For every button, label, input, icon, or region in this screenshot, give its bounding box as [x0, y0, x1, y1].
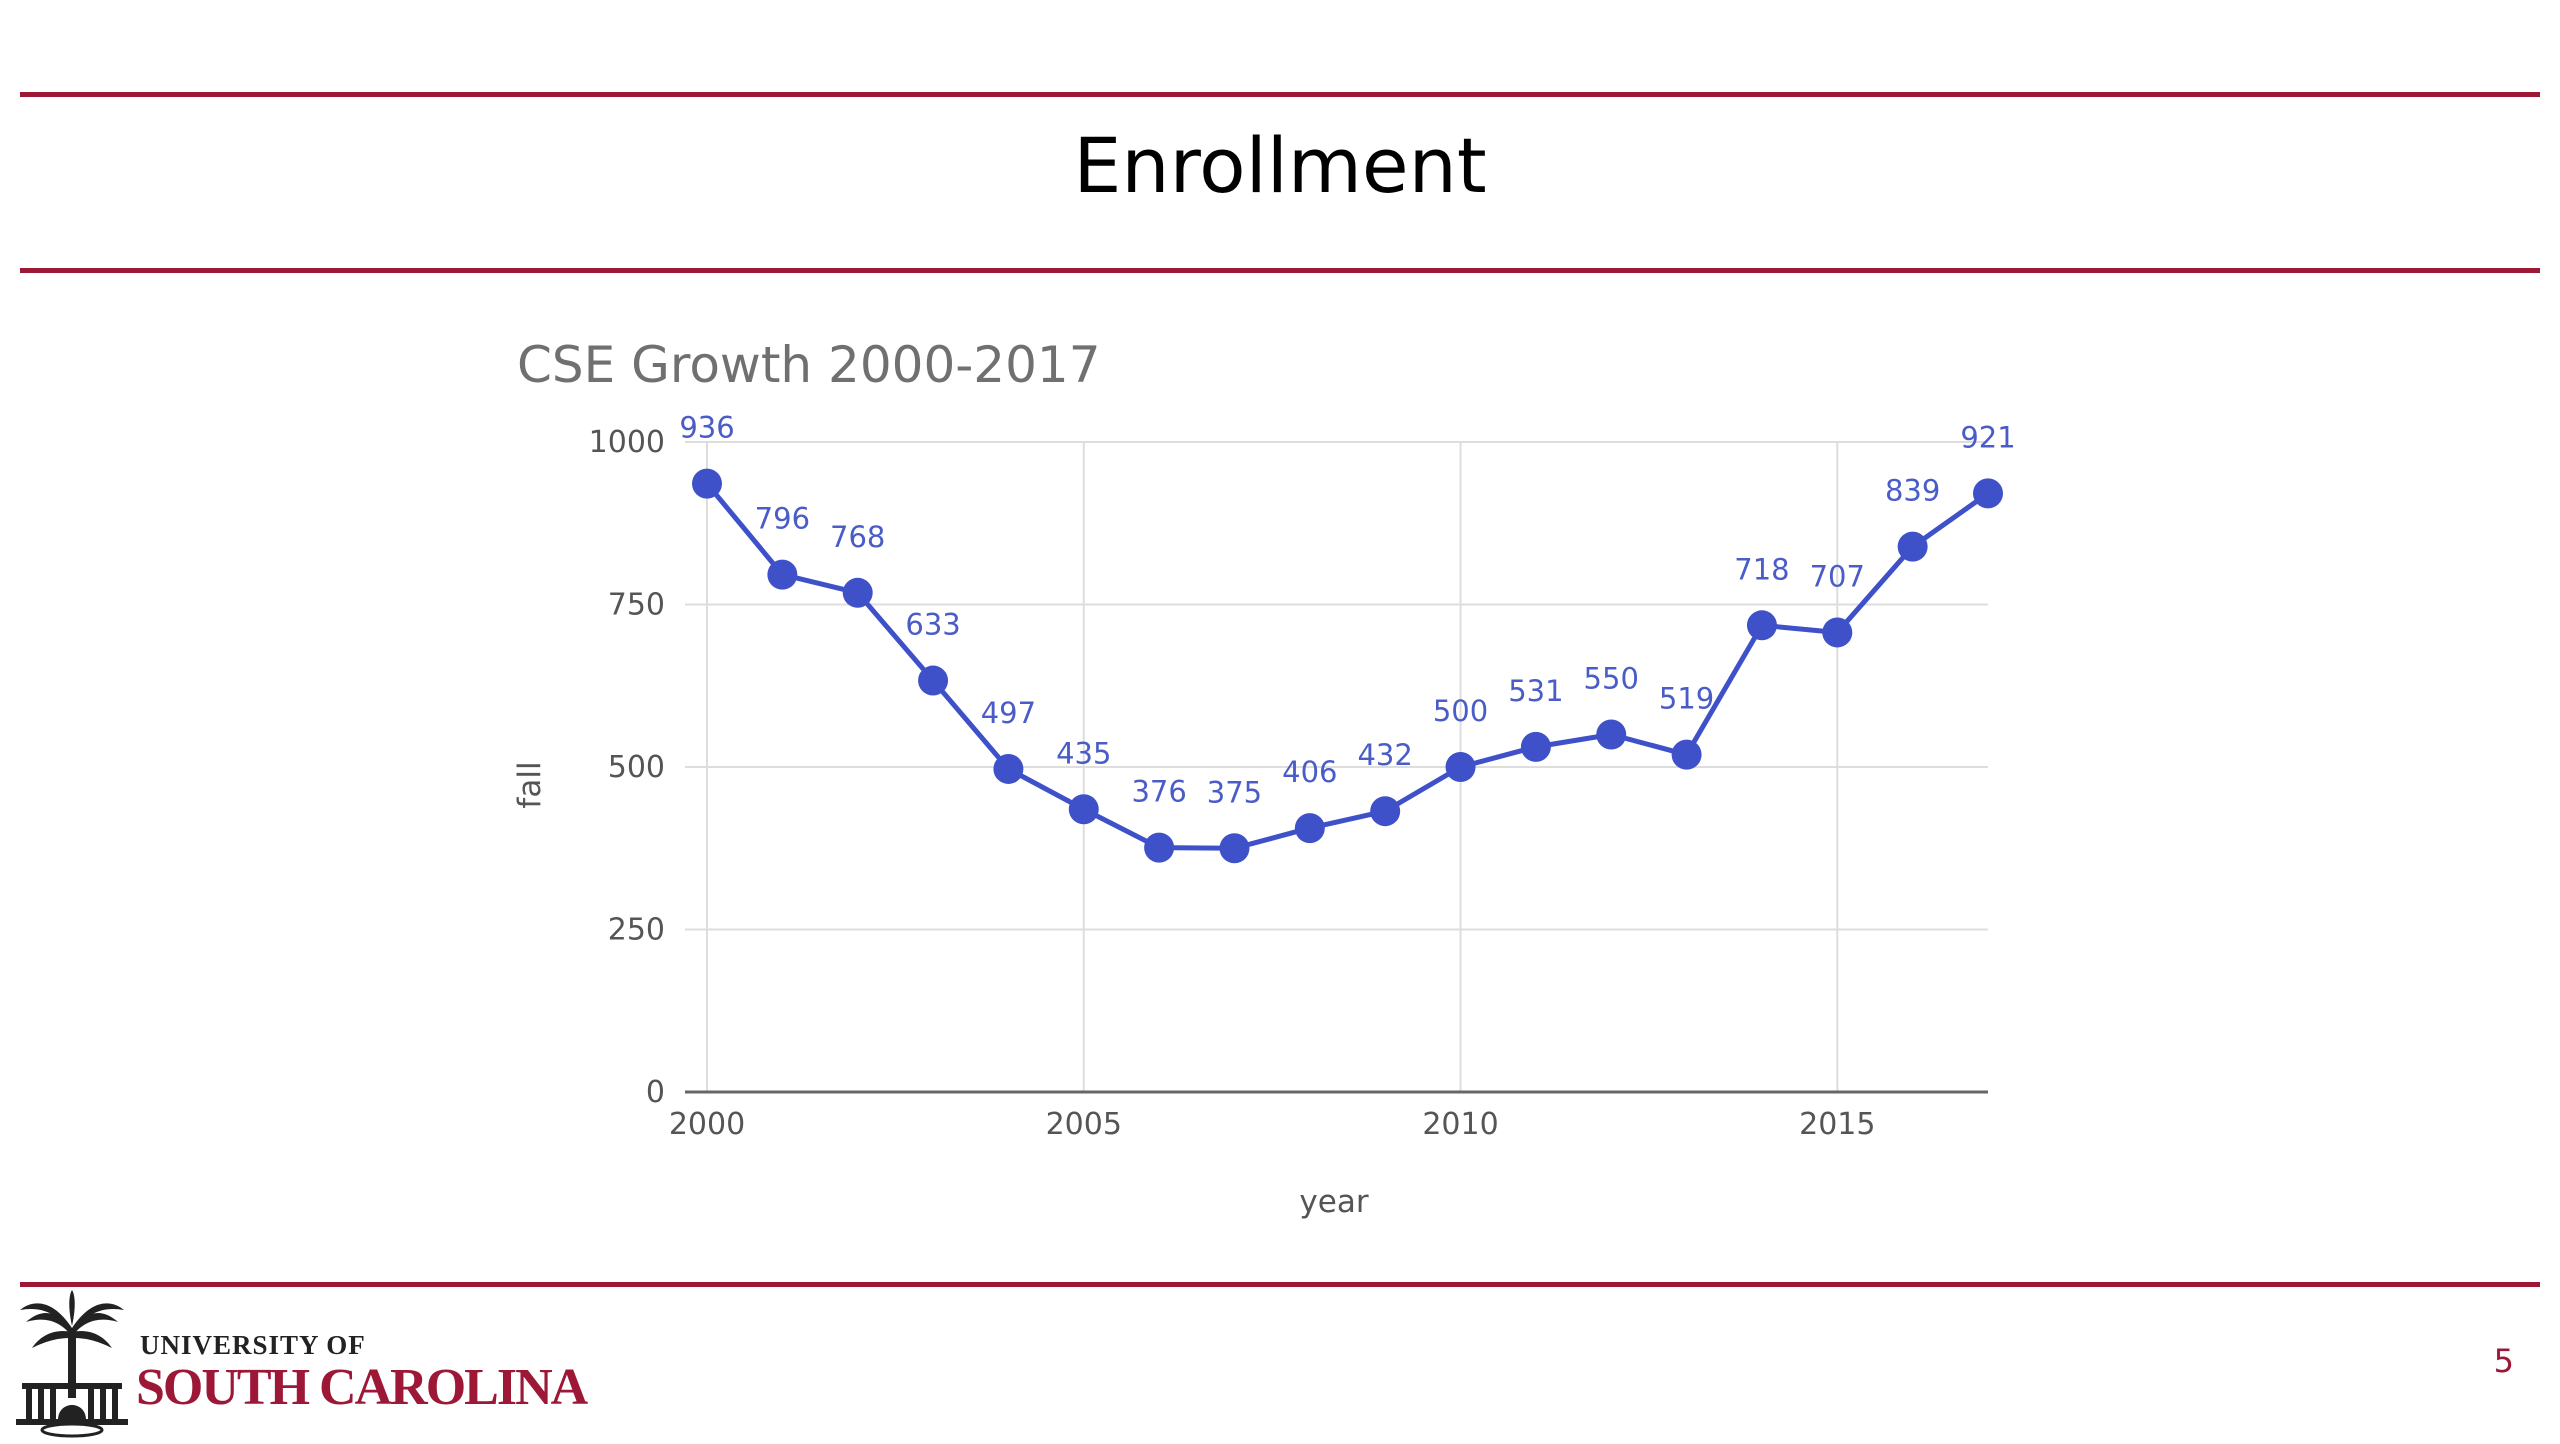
page-number: 5: [2493, 1342, 2514, 1380]
data-label: 375: [1207, 775, 1262, 809]
data-label: 936: [679, 411, 734, 445]
data-point: [767, 559, 798, 590]
x-tick-label: 2000: [669, 1107, 745, 1142]
palmetto-seal-icon: [16, 1290, 128, 1438]
top-rule: [20, 92, 2540, 97]
data-point: [1596, 719, 1627, 750]
data-point: [1520, 731, 1551, 762]
y-axis-title: fall: [512, 761, 548, 808]
data-point: [1973, 478, 2003, 509]
y-tick-label: 250: [608, 913, 665, 948]
y-tick-label: 0: [646, 1075, 665, 1110]
data-point: [1144, 832, 1175, 863]
chart-title: CSE Growth 2000-2017: [517, 336, 1101, 394]
data-point: [1822, 617, 1853, 648]
footer-rule: [20, 1282, 2540, 1287]
data-point: [1370, 796, 1401, 827]
data-label: 633: [905, 608, 960, 642]
x-axis-title: year: [1299, 1184, 1368, 1220]
data-point: [1671, 739, 1702, 770]
data-label: 376: [1131, 775, 1186, 809]
x-tick-label: 2005: [1046, 1107, 1122, 1142]
data-label: 707: [1810, 559, 1865, 593]
y-tick-label: 1000: [589, 425, 665, 460]
data-label: 519: [1659, 682, 1714, 716]
y-tick-label: 750: [608, 588, 665, 623]
title-rule: [20, 268, 2540, 273]
data-labels: 936 796 768 633 497 435 376 375 406 432 500 531 550 5…: [679, 411, 2015, 810]
data-label: 921: [1960, 420, 2015, 454]
data-point: [842, 577, 873, 608]
series: [692, 468, 2003, 864]
data-point: [1068, 794, 1099, 825]
data-point: [918, 665, 949, 696]
data-label: 406: [1282, 755, 1337, 789]
data-label: 497: [981, 696, 1036, 730]
x-tick-label: 2015: [1799, 1107, 1875, 1142]
data-point: [993, 753, 1024, 784]
logo-line-1: UNIVERSITY OF: [140, 1330, 366, 1360]
axes: 0 250 500 750 1000 2000 2005 2010 2015: [589, 425, 1988, 1142]
series-line: [705, 482, 1990, 851]
slide-title: Enrollment: [1073, 121, 1487, 210]
data-point: [1897, 531, 1928, 562]
data-label: 718: [1734, 552, 1789, 586]
logo-line-2: SOUTH CAROLINA: [136, 1359, 588, 1416]
y-tick-label: 500: [608, 750, 665, 785]
data-point: [1746, 610, 1777, 641]
data-point: [692, 468, 722, 499]
data-point: [1219, 833, 1250, 864]
line-chart: CSE Growth 2000-2017 0 250 500 750 1000 2000 2…: [512, 336, 2016, 1220]
data-label: 500: [1433, 694, 1488, 728]
data-label: 432: [1357, 738, 1412, 772]
data-label: 796: [755, 502, 810, 536]
data-label: 550: [1584, 662, 1639, 696]
data-point: [1445, 752, 1476, 782]
university-logo: UNIVERSITY OF SOUTH CAROLINA: [12, 1288, 588, 1438]
data-point: [1294, 813, 1325, 844]
data-label: 435: [1056, 736, 1111, 770]
data-label: 768: [830, 520, 885, 554]
data-label: 839: [1885, 474, 1940, 508]
data-label: 531: [1508, 674, 1563, 708]
x-tick-label: 2010: [1422, 1107, 1498, 1142]
